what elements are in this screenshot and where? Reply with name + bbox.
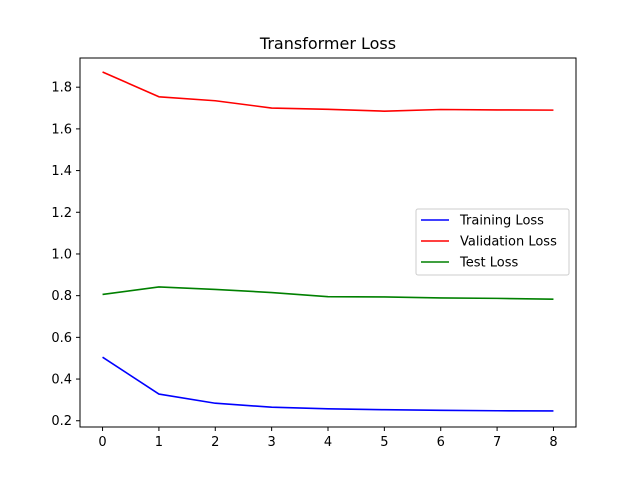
series-line-test-loss [102,286,554,301]
x-tick-label: 3 [267,435,275,450]
x-tick-label: 8 [549,435,557,450]
y-tick-label: 0.8 [51,289,72,304]
series-line-validation-loss [102,71,554,112]
legend-label-test-loss: Test Loss [459,256,518,271]
y-axis: 0.2 0.4 0.6 0.8 1.0 1.2 1.4 1.6 1.8 [51,81,80,429]
legend-label-training-loss: Training Loss [459,214,544,229]
legend: Training Loss Validation Loss Test Loss [415,208,570,276]
y-tick-label: 0.2 [51,414,72,429]
series-line-training-loss [102,356,554,412]
y-tick-label: 0.6 [51,331,72,346]
y-tick-label: 1.6 [51,122,72,137]
x-tick-label: 4 [324,435,332,450]
x-tick-label: 7 [493,435,501,450]
x-tick-label: 1 [155,435,163,450]
legend-box [415,208,570,276]
x-tick-label: 0 [98,435,106,450]
y-tick-label: 1.2 [51,206,72,221]
y-tick-label: 1.4 [51,164,72,179]
chart-title: Transformer Loss [259,34,396,53]
series-layer [102,71,554,412]
x-tick-label: 5 [380,435,388,450]
x-tick-label: 6 [437,435,445,450]
x-axis: 0 1 2 3 4 5 6 7 8 [98,427,558,450]
y-tick-label: 1.8 [51,81,72,96]
y-tick-label: 1.0 [51,247,72,262]
x-tick-label: 2 [211,435,219,450]
y-tick-label: 0.4 [51,373,72,388]
legend-label-validation-loss: Validation Loss [460,235,557,250]
